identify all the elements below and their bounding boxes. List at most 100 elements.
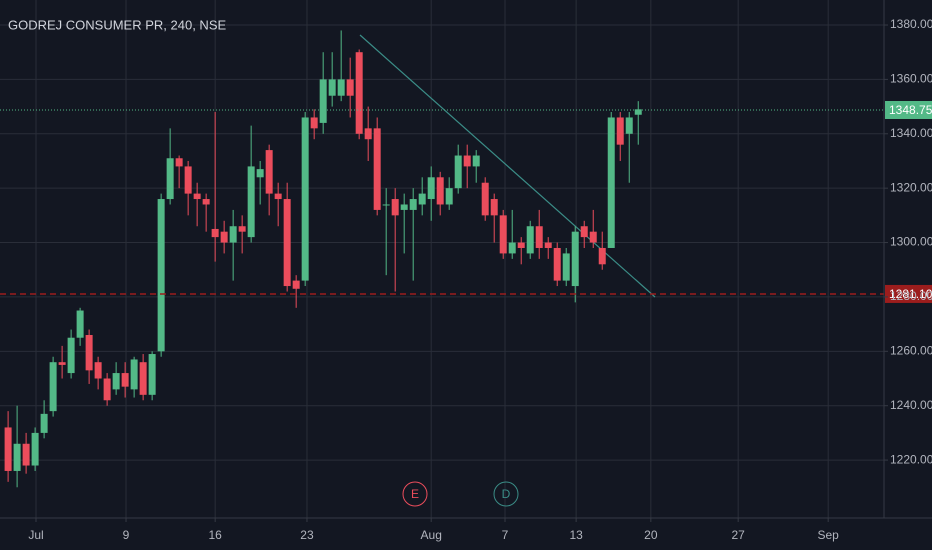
candle-body <box>427 177 435 200</box>
candle-body <box>238 226 246 232</box>
candle-body <box>148 354 156 395</box>
price-lines: 1348.75 1281.10 <box>0 100 932 303</box>
event-label: E <box>411 487 419 501</box>
candle-body <box>580 226 588 238</box>
candle-body <box>31 432 39 466</box>
candle-body <box>319 79 327 123</box>
candle-body <box>175 158 183 167</box>
candle-body <box>301 117 309 281</box>
candle-body <box>130 359 138 390</box>
candle-body <box>40 413 48 433</box>
candle-body <box>292 280 300 289</box>
candle-body <box>373 128 381 210</box>
candle-body <box>517 242 525 248</box>
candle-body <box>625 117 633 134</box>
y-tick-label: 1300.00 <box>890 235 932 249</box>
candle-body <box>112 373 120 390</box>
candle-body <box>265 150 273 194</box>
candle-body <box>283 199 291 287</box>
x-tick-label: 27 <box>731 528 745 542</box>
event-marker[interactable] <box>493 481 519 507</box>
x-tick-label: 23 <box>300 528 314 542</box>
x-tick-label: Jul <box>28 528 43 542</box>
candle-body <box>445 188 453 205</box>
y-tick-label: 1340.00 <box>890 126 932 140</box>
y-tick-label: 1280.00 <box>890 289 932 303</box>
candle-body <box>346 79 354 96</box>
candle-body <box>634 109 642 115</box>
event-label: D <box>502 487 511 501</box>
candle-body <box>562 253 570 281</box>
candle-body <box>193 193 201 200</box>
candle-body <box>607 117 615 248</box>
event-marker[interactable] <box>402 481 428 507</box>
chart-title: GODREJ CONSUMER PR, 240, NSE <box>8 17 226 32</box>
x-tick-label: 20 <box>644 528 658 542</box>
candle-body <box>490 199 498 216</box>
candle-body <box>220 231 228 243</box>
candle-body <box>184 166 192 194</box>
x-tick-label: 9 <box>123 528 130 542</box>
candle-body <box>310 117 318 129</box>
y-tick-label: 1380.00 <box>890 17 932 31</box>
candle-body <box>409 199 417 210</box>
x-tick-label: 16 <box>208 528 222 542</box>
candle-body <box>166 158 174 200</box>
candle-body <box>58 362 66 365</box>
y-tick-label: 1260.00 <box>890 343 932 357</box>
y-tick-label: 1240.00 <box>890 398 932 412</box>
candle-body <box>229 226 237 243</box>
candle-body <box>103 378 111 401</box>
candle-body <box>337 79 345 96</box>
candle-body <box>454 155 462 189</box>
candle-body <box>157 199 165 352</box>
candle-body <box>139 362 147 395</box>
candle-body <box>544 242 552 248</box>
price-label-box <box>885 284 932 303</box>
candles <box>4 30 642 488</box>
x-tick-label: Aug <box>421 528 442 542</box>
candle-body <box>481 182 489 216</box>
candle-body <box>382 204 390 206</box>
candle-body <box>274 193 282 200</box>
candle-body <box>121 373 129 387</box>
candle-body <box>49 362 57 412</box>
y-tick-label: 1220.00 <box>890 452 932 466</box>
price-label: 1281.10 <box>889 287 932 301</box>
candle-body <box>553 247 561 281</box>
candle-body <box>391 199 399 216</box>
candle-body <box>526 226 534 254</box>
price-label: 1348.75 <box>889 103 932 117</box>
candle-body <box>418 193 426 205</box>
candle-body <box>463 155 471 167</box>
candle-body <box>589 231 597 243</box>
x-tick-label: 7 <box>502 528 509 542</box>
candle-body <box>247 166 255 238</box>
x-tick-label: Sep <box>818 528 840 542</box>
candle-body <box>13 443 21 471</box>
candle-body <box>4 427 12 471</box>
candle-body <box>571 231 579 287</box>
candle-body <box>400 204 408 210</box>
price-label-box <box>885 100 932 119</box>
candle-body <box>364 128 372 140</box>
candle-body <box>472 155 480 167</box>
candle-body <box>616 117 624 145</box>
candle-body <box>436 177 444 205</box>
candle-body <box>355 52 363 134</box>
candle-body <box>328 79 336 96</box>
candle-body <box>76 310 84 338</box>
candle-body <box>85 335 93 371</box>
y-tick-label: 1360.00 <box>890 72 932 86</box>
candle-body <box>508 242 516 254</box>
candle-body <box>535 226 543 248</box>
candle-body <box>22 443 30 466</box>
candle-body <box>94 362 102 379</box>
candle-body <box>598 247 606 265</box>
x-tick-label: 13 <box>569 528 583 542</box>
trend-line <box>359 34 656 298</box>
candle-body <box>499 215 507 254</box>
